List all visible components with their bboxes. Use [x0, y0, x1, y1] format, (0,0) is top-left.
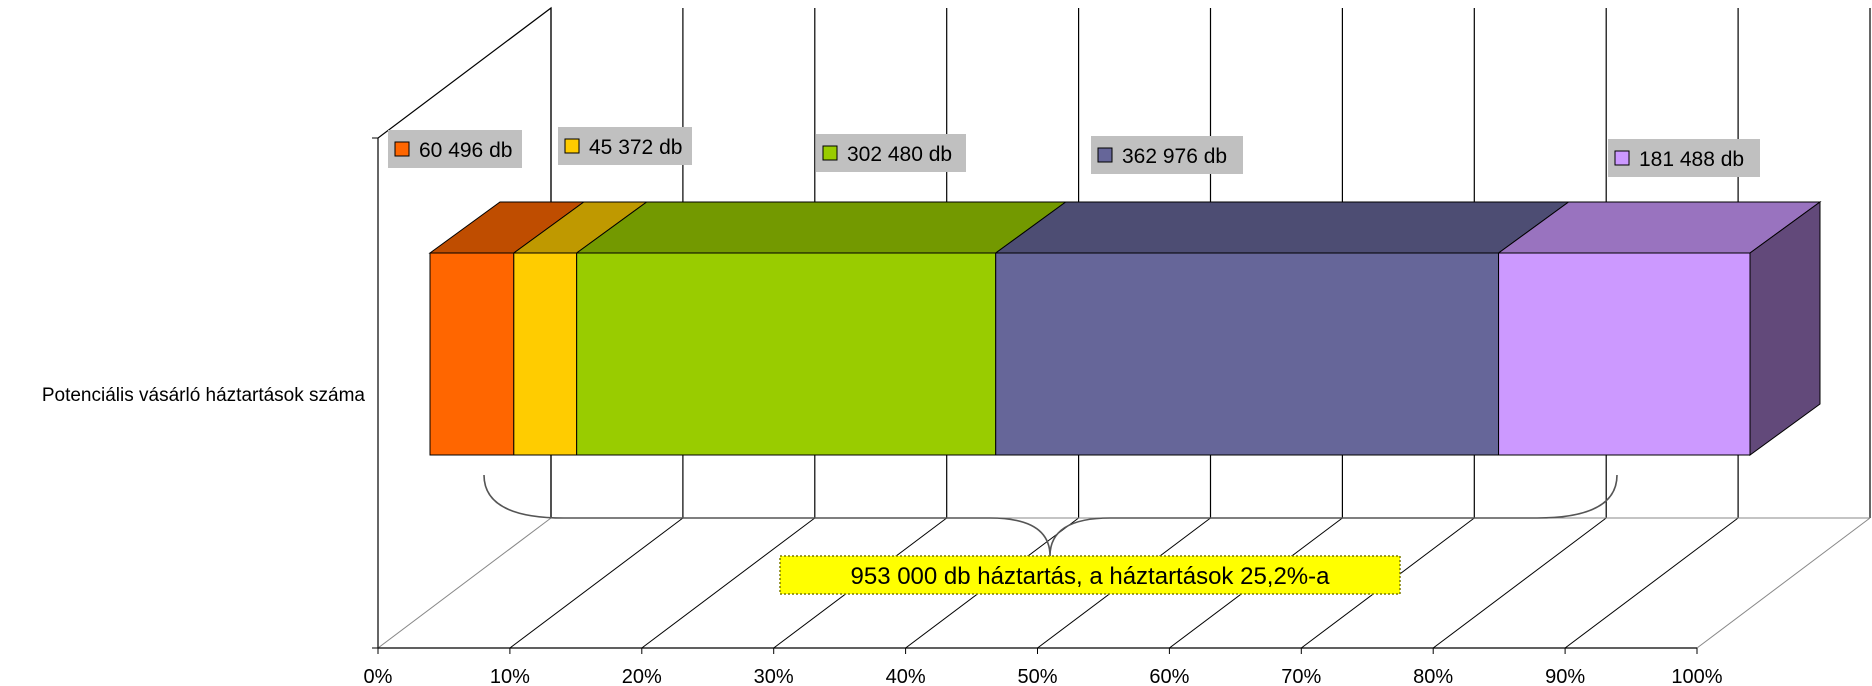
- bar-segment-side: [1749, 201, 1821, 456]
- x-tick-label: 40%: [886, 666, 926, 686]
- data-label-box: [816, 134, 966, 172]
- summary-annotation-text: 953 000 db háztartás, a háztartások 25,2…: [851, 563, 1331, 590]
- data-label-box: [1608, 139, 1760, 177]
- summary-annotation: 953 000 db háztartás, a háztartások 25,2…: [779, 555, 1401, 595]
- data-label: 45 372 db: [558, 127, 692, 165]
- bar-segment: [513, 252, 578, 456]
- data-label-swatch: [1614, 150, 1630, 166]
- x-tick-label: 90%: [1545, 666, 1585, 686]
- category-label: Potenciális vásárló háztartások száma: [42, 385, 366, 406]
- data-label-text: 362 976 db: [1122, 145, 1227, 168]
- x-tick-labels: 0% 10% 20% 30% 40% 50% 60% 70% 80% 90% 100%: [364, 666, 1723, 686]
- data-label: 362 976 db: [1091, 136, 1243, 174]
- data-label: 60 496 db: [388, 130, 522, 168]
- summary-annotation-box: [779, 555, 1401, 595]
- x-tick-label: 100%: [1671, 666, 1722, 686]
- x-tick-label: 30%: [754, 666, 794, 686]
- data-label-text: 302 480 db: [847, 143, 952, 166]
- summary-brace: [483, 474, 1618, 557]
- bar-segment: [995, 252, 1500, 456]
- data-label-swatch: [394, 141, 410, 157]
- data-label-box: [1091, 136, 1243, 174]
- x-tick-label: 20%: [622, 666, 662, 686]
- data-label: 181 488 db: [1608, 139, 1760, 177]
- bar-segment-top: [994, 201, 1571, 254]
- bar-segment: [576, 252, 997, 456]
- data-label-text: 45 372 db: [589, 136, 682, 159]
- floor-gridline: [1696, 517, 1871, 649]
- axes: [372, 137, 1698, 654]
- bar-segment-top: [575, 201, 1068, 254]
- x-tick-label: 50%: [1017, 666, 1057, 686]
- x-tick-label: 80%: [1413, 666, 1453, 686]
- data-label-swatch: [564, 138, 580, 154]
- floor-gridline: [1432, 517, 1607, 649]
- data-label-swatch: [1097, 147, 1113, 163]
- brace-path: [483, 474, 1618, 557]
- x-tick-label: 0%: [364, 666, 393, 686]
- x-tick-label: 10%: [490, 666, 530, 686]
- floor-gridline: [509, 517, 684, 649]
- data-label-box: [558, 127, 692, 165]
- floor-gridline: [1564, 517, 1739, 649]
- x-tick-label: 70%: [1281, 666, 1321, 686]
- bar-segment: [1498, 252, 1751, 456]
- floor-gridline: [641, 517, 816, 649]
- data-label-text: 60 496 db: [419, 139, 512, 162]
- data-label: 302 480 db: [816, 134, 966, 172]
- data-label-box: [388, 130, 522, 168]
- x-tick-label: 60%: [1149, 666, 1189, 686]
- bar-segments: [428, 201, 1822, 456]
- data-label-text: 181 488 db: [1639, 148, 1744, 171]
- bar-segment: [429, 252, 515, 456]
- floor-gridline: [377, 517, 552, 649]
- data-labels: 60 496 db 45 372 db 302 480 db 362 976 db 18…: [388, 127, 1760, 177]
- data-label-swatch: [822, 145, 838, 161]
